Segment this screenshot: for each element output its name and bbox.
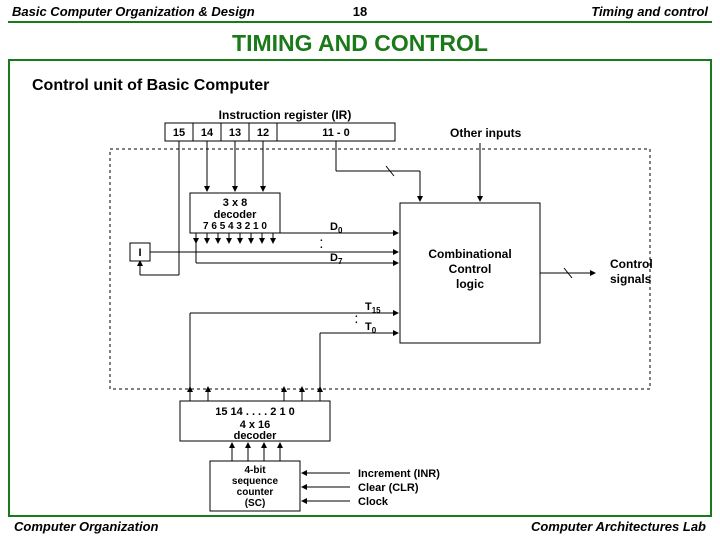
svg-text:logic: logic	[456, 277, 484, 291]
svg-text:T15: T15	[365, 301, 381, 315]
svg-text:counter: counter	[237, 487, 274, 498]
svg-text:14: 14	[201, 127, 214, 139]
svg-text:11 - 0: 11 - 0	[322, 127, 350, 139]
svg-text:12: 12	[257, 127, 269, 139]
page-number: 18	[353, 4, 367, 19]
svg-text:.: .	[355, 309, 358, 320]
footer-left: Computer Organization	[14, 519, 158, 534]
svg-text:15: 15	[173, 127, 185, 139]
svg-text:3 x 8: 3 x 8	[223, 197, 247, 209]
svg-text:D7: D7	[330, 252, 343, 266]
svg-text:I: I	[138, 247, 141, 259]
svg-text:Control: Control	[449, 262, 492, 276]
svg-text:Other inputs: Other inputs	[450, 126, 522, 140]
header-left: Basic Computer Organization & Design	[12, 4, 255, 19]
svg-text:.: .	[320, 233, 323, 244]
diagram: Instruction register (IR) 15 14 13 12 11…	[10, 103, 710, 513]
subtitle: Control unit of Basic Computer	[32, 77, 269, 95]
title: TIMING AND CONTROL	[8, 21, 712, 61]
svg-text:Increment (INR): Increment (INR)	[358, 468, 440, 480]
svg-text:4-bit: 4-bit	[244, 465, 266, 476]
svg-text:decoder: decoder	[234, 430, 278, 442]
svg-text:decoder: decoder	[214, 209, 258, 221]
svg-text:T0: T0	[365, 321, 377, 335]
svg-text:Clock: Clock	[358, 496, 389, 508]
svg-text:D0: D0	[330, 221, 343, 235]
svg-text:Clear (CLR): Clear (CLR)	[358, 482, 419, 494]
svg-text:Control: Control	[610, 257, 653, 271]
svg-text:13: 13	[229, 127, 241, 139]
header-right: Timing and control	[591, 4, 708, 19]
main-frame: TIMING AND CONTROL Control unit of Basic…	[8, 41, 712, 517]
footer-right: Computer Architectures Lab	[531, 519, 706, 534]
svg-text:sequence: sequence	[232, 476, 279, 487]
svg-text:signals: signals	[610, 272, 652, 286]
svg-text:7 6 5 4 3 2 1 0: 7 6 5 4 3 2 1 0	[203, 221, 267, 232]
svg-text:Instruction register (IR): Instruction register (IR)	[219, 108, 352, 122]
svg-text:(SC): (SC)	[245, 498, 266, 509]
svg-text:15 14 . . . . 2 1 0: 15 14 . . . . 2 1 0	[215, 406, 295, 418]
svg-text:Combinational: Combinational	[428, 247, 511, 261]
